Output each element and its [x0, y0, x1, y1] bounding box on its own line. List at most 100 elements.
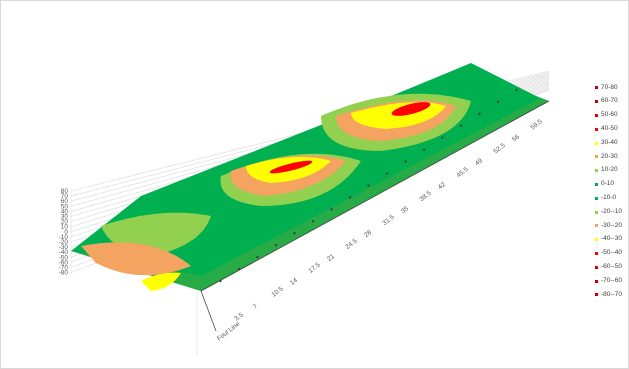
x-tick-label: 56: [511, 133, 521, 143]
legend-swatch: [595, 279, 598, 283]
z-tick-label: 40: [61, 208, 69, 215]
x-tick-mark: [385, 172, 389, 175]
legend-label: 0-10: [601, 180, 615, 188]
legend-item: 40-50: [595, 122, 628, 136]
legend-item: 30-40: [595, 136, 628, 150]
legend-label: -80--70: [601, 290, 622, 298]
x-tick-label: 14: [289, 277, 299, 287]
legend-label: -20--10: [601, 207, 622, 215]
legend-label: -60--50: [601, 263, 622, 270]
x-tick-mark: [459, 124, 463, 127]
legend-swatch: [595, 155, 598, 159]
legend-swatch: [595, 238, 598, 242]
z-tick-label: 30: [61, 214, 69, 221]
legend-label: -50--40: [601, 249, 622, 257]
legend-swatch: [595, 141, 598, 145]
legend-item: 60-70: [595, 95, 628, 109]
x-tick-mark: [348, 196, 352, 199]
legend-item: -40--30: [595, 233, 628, 247]
legend-label: -40--30: [601, 235, 622, 243]
legend-swatch: [595, 265, 598, 269]
legend-label: 60-70: [601, 97, 618, 105]
x-tick-mark: [293, 232, 296, 235]
x-tick-label: 59.5: [529, 118, 544, 132]
legend-label: -30--20: [601, 221, 622, 229]
x-axis-line: [200, 100, 550, 292]
legend-label: 30-40: [601, 138, 618, 146]
legend-item: -60--50: [595, 260, 628, 274]
x-tick-label: 35: [400, 205, 410, 215]
x-tick-mark: [330, 208, 333, 211]
legend-swatch: [595, 100, 598, 104]
legend-item: -20--10: [595, 205, 628, 219]
x-tick-mark: [422, 148, 426, 151]
x-tick-mark: [404, 160, 407, 163]
legend-label: -70--60: [601, 276, 622, 284]
z-tick-label: 70: [61, 193, 69, 200]
z-tick-label: 20: [61, 219, 69, 226]
z-tick-label: -70: [59, 265, 69, 272]
legend-item: 70-80: [595, 81, 628, 95]
x-tick-label: 10.5: [270, 285, 285, 299]
x-tick-mark: [274, 244, 278, 247]
legend-swatch: [595, 196, 598, 200]
x-tick-label: 42: [437, 181, 447, 191]
x-tick-mark: [219, 279, 222, 283]
legend-label: 70-80: [601, 83, 618, 91]
legend-swatch: [595, 224, 598, 228]
x-tick-mark: [515, 88, 518, 92]
legend-swatch: [595, 293, 598, 297]
x-tick-label: 52.5: [492, 142, 507, 156]
z-tick-label: -10: [59, 234, 69, 241]
z-tick-label: 10: [61, 224, 69, 231]
z-tick-label: -40: [59, 249, 69, 256]
x-tick-label: 3.5: [233, 311, 245, 322]
legend-item: 50-60: [595, 109, 628, 123]
x-tick-label: 28: [363, 229, 373, 239]
legend: 70-80 60-70 50-60 40-50 30-40 20-30 10-20 0-10 -…: [595, 81, 628, 302]
z-tick-label: 50: [61, 203, 69, 210]
legend-label: 50-60: [601, 111, 618, 119]
z-tick-label: 80: [61, 188, 69, 195]
x-tick-label: 21: [326, 253, 336, 263]
x-tick-mark: [478, 112, 481, 116]
z-tick-label: 60: [61, 198, 69, 205]
legend-swatch: [595, 86, 598, 90]
legend-item: 0-10: [595, 178, 628, 192]
legend-swatch: [595, 169, 598, 173]
x-tick-mark: [441, 136, 444, 139]
legend-item: -10-0: [595, 191, 628, 205]
legend-item: 20-30: [595, 150, 628, 164]
legend-label: 10-20: [601, 166, 618, 174]
z-tick-label: -30: [59, 244, 69, 251]
z-tick-label: -50: [59, 254, 69, 261]
surface-chart: 80706050403020100-10-20-30-40-50-60-70-8…: [59, 63, 550, 356]
x-tick-label: 45.5: [455, 166, 470, 180]
legend-swatch: [595, 182, 598, 186]
legend-item: -30--20: [595, 219, 628, 233]
x-tick-label: 38.5: [418, 190, 433, 204]
x-tick-mark: [496, 100, 500, 104]
z-tick-label: -20: [59, 239, 69, 246]
x-tick-label: 24.5: [344, 237, 359, 251]
depth-axis-line: [200, 290, 217, 332]
band-neg-30-40: [141, 272, 181, 291]
x-tick-mark: [367, 184, 370, 187]
legend-swatch: [595, 113, 598, 117]
x-tick-mark: [237, 267, 241, 271]
x-tick-label: 17.5: [307, 261, 322, 275]
z-tick-label: -60: [59, 259, 69, 266]
peak-45-5: [391, 102, 431, 116]
x-tick-label: 7: [252, 303, 259, 311]
legend-item: -80--70: [595, 288, 628, 302]
x-tick-label: 49: [474, 157, 484, 167]
legend-swatch: [595, 210, 598, 214]
legend-item: -70--60: [595, 274, 628, 288]
x-tick-mark: [256, 255, 259, 259]
legend-label: 40-50: [601, 125, 618, 133]
band-neg-20-30: [81, 242, 191, 276]
legend-item: -50--40: [595, 247, 628, 261]
legend-item: 10-20: [595, 164, 628, 178]
legend-label: 20-30: [601, 152, 618, 160]
